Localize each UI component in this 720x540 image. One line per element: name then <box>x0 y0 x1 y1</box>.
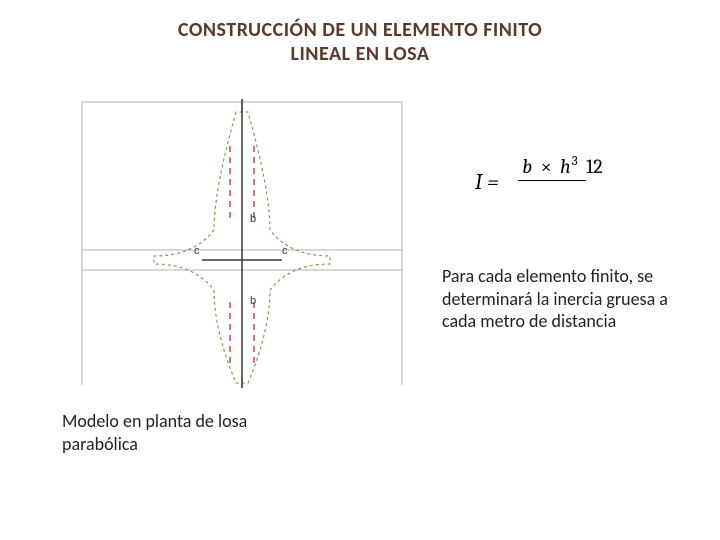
formula-exp: 3 <box>572 154 578 169</box>
plan-diagram: b b c c <box>52 90 412 390</box>
formula-fraction: b × h3 12 <box>513 155 608 178</box>
svg-text:c: c <box>282 245 288 257</box>
title-line1: CONSTRUCCIÓN DE UN ELEMENTO FINITO <box>90 18 630 42</box>
formula-num-b: b <box>522 155 532 178</box>
svg-text:c: c <box>194 245 200 257</box>
diagram-caption: Modelo en planta de losa parabólica <box>62 410 322 455</box>
formula-num-h: h <box>560 155 571 178</box>
title-line2: LINEAL EN LOSA <box>90 42 630 66</box>
svg-text:b: b <box>250 295 256 307</box>
formula-lhs: I = <box>475 169 499 195</box>
formula-times: × <box>541 155 552 178</box>
inertia-formula: I = b × h3 12 <box>475 155 655 215</box>
svg-text:b: b <box>250 213 256 225</box>
formula-den: 12 <box>586 153 603 178</box>
body-paragraph: Para cada elemento finito, se determinar… <box>442 265 682 333</box>
